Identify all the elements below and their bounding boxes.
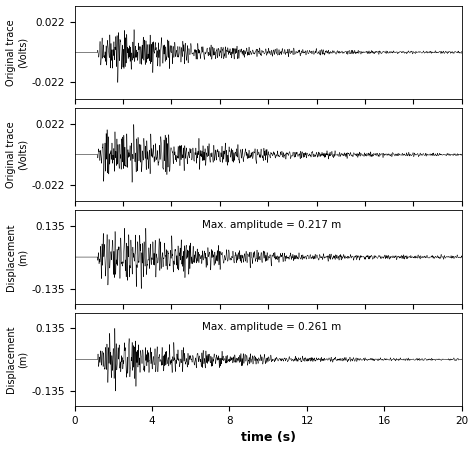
Text: Max. amplitude = 0.261 m: Max. amplitude = 0.261 m [202,322,342,332]
X-axis label: time (s): time (s) [241,432,296,445]
Y-axis label: Original trace
(Volts): Original trace (Volts) [6,122,27,188]
Y-axis label: Displacement
(m): Displacement (m) [6,326,27,393]
Y-axis label: Displacement
(m): Displacement (m) [6,223,27,291]
Y-axis label: Original trace
(Volts): Original trace (Volts) [6,19,27,86]
Text: Max. amplitude = 0.217 m: Max. amplitude = 0.217 m [202,220,342,230]
